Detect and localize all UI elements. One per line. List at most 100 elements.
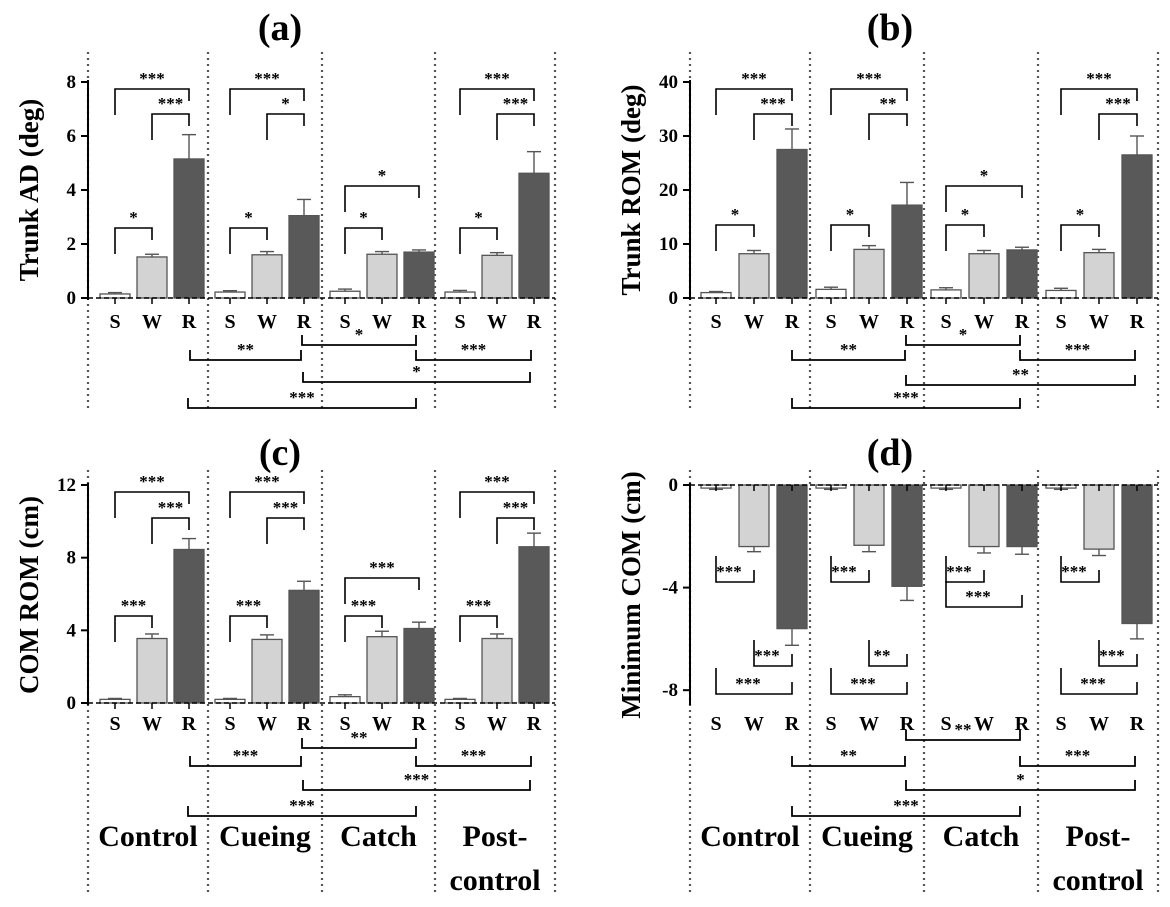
condition-label-r: R (297, 311, 312, 333)
significance-label: * (980, 166, 989, 185)
between-group-label: *** (893, 796, 919, 815)
group-label-control-2: control (449, 864, 540, 897)
condition-label-r: R (785, 713, 800, 735)
significance-label: *** (254, 69, 280, 88)
significance-bracket (114, 491, 190, 518)
significance-bracket (151, 113, 190, 140)
group-label-post: Post- (463, 820, 528, 853)
bar-r-control (173, 158, 205, 299)
significance-bracket (1060, 556, 1100, 583)
between-group-bracket (791, 398, 1021, 409)
between-group-label: *** (893, 388, 919, 407)
bar-s-postcontrol (1045, 289, 1077, 299)
bar-r-postcontrol (1121, 484, 1153, 625)
significance-bracket (344, 185, 420, 212)
condition-label-s: S (940, 713, 951, 735)
between-group-bracket (301, 738, 417, 749)
condition-label-s: S (339, 713, 350, 735)
significance-label: *** (965, 587, 991, 606)
condition-label-w: W (142, 713, 162, 735)
condition-label-s: S (224, 311, 235, 333)
bar-r-cueing (288, 589, 320, 704)
condition-label-w: W (859, 713, 879, 735)
between-group-label: ** (955, 720, 972, 739)
significance-bracket (753, 640, 793, 667)
condition-label-s: S (710, 713, 721, 735)
significance-label: *** (1061, 562, 1087, 581)
bar-w-catch (366, 253, 398, 299)
significance-bracket (715, 224, 755, 251)
significance-bracket (114, 227, 153, 254)
bar-w-postcontrol (481, 254, 513, 299)
y-tick-label: 0 (67, 693, 77, 714)
between-group-label: ** (1012, 365, 1029, 384)
condition-label-w: W (974, 713, 994, 735)
significance-label: *** (1099, 646, 1125, 665)
significance-label: *** (754, 646, 780, 665)
condition-label-r: R (900, 713, 915, 735)
between-group-bracket (905, 335, 1021, 346)
y-tick-label: 0 (669, 475, 679, 496)
panel-title: (c) (259, 432, 301, 474)
bar-w-postcontrol (1083, 251, 1115, 299)
bar-r-cueing (891, 484, 923, 587)
significance-label: *** (273, 498, 299, 517)
significance-bracket (1098, 113, 1138, 140)
condition-label-s: S (1055, 713, 1066, 735)
y-tick-label: 8 (67, 548, 77, 569)
bar-r-cueing (288, 214, 320, 299)
significance-bracket (945, 581, 1023, 608)
y-tick-label: 4 (67, 180, 77, 201)
bar-r-catch (1006, 249, 1038, 299)
significance-label: * (731, 205, 740, 224)
between-group-label: *** (1065, 340, 1091, 359)
between-group-bracket (301, 335, 417, 346)
between-group-label: *** (289, 388, 315, 407)
condition-label-w: W (859, 311, 879, 333)
y-axis-label: COM ROM (cm) (14, 496, 44, 694)
between-group-bracket (415, 756, 532, 767)
bar-r-cueing (891, 204, 923, 299)
y-tick-label: 10 (659, 234, 678, 255)
significance-label: *** (850, 674, 876, 693)
bar-w-control (136, 256, 168, 299)
significance-bracket (114, 88, 190, 115)
significance-bracket (344, 577, 420, 604)
condition-label-s: S (109, 713, 120, 735)
condition-label-r: R (527, 311, 542, 333)
bar-w-catch (968, 484, 1000, 548)
between-group-bracket (905, 375, 1136, 386)
significance-bracket (344, 615, 383, 642)
between-group-bracket (791, 806, 1021, 817)
significance-bracket (715, 556, 755, 583)
between-group-bracket (187, 806, 417, 817)
y-tick-label: 12 (57, 475, 76, 496)
significance-bracket (496, 517, 535, 544)
significance-bracket (715, 88, 793, 115)
condition-label-s: S (1055, 311, 1066, 333)
between-group-label: *** (461, 746, 487, 765)
between-group-label: * (355, 325, 364, 344)
between-group-bracket (302, 780, 531, 791)
y-tick-label: 0 (669, 288, 679, 309)
condition-label-r: R (182, 713, 197, 735)
between-group-bracket (189, 756, 302, 767)
bar-w-postcontrol (481, 637, 513, 704)
significance-label: * (244, 208, 253, 227)
significance-bracket (496, 113, 535, 140)
bar-w-control (738, 484, 770, 548)
significance-label: * (1076, 205, 1085, 224)
y-tick-label: 30 (659, 126, 678, 147)
group-label-catch: Catch (943, 820, 1020, 853)
bar-w-catch (968, 253, 1000, 299)
condition-label-s: S (825, 311, 836, 333)
bar-r-catch (403, 627, 435, 704)
condition-label-s: S (109, 311, 120, 333)
significance-bracket (945, 556, 985, 583)
y-tick-label: 0 (67, 288, 77, 309)
significance-label: ** (880, 94, 897, 113)
bar-r-postcontrol (1121, 154, 1153, 299)
